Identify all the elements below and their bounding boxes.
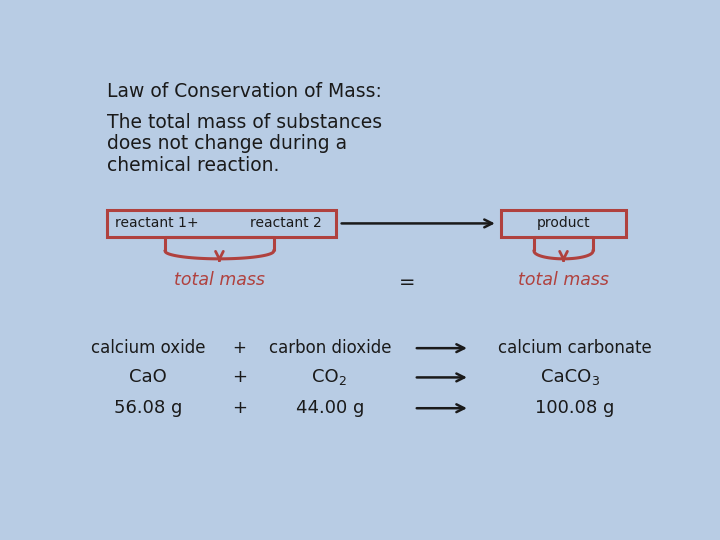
Text: +: + — [186, 217, 198, 231]
Text: reactant 2: reactant 2 — [251, 217, 322, 231]
Text: The total mass of substances: The total mass of substances — [107, 112, 382, 132]
Text: =: = — [399, 273, 415, 292]
Text: 56.08 g: 56.08 g — [114, 399, 182, 417]
Text: Law of Conservation of Mass:: Law of Conservation of Mass: — [107, 82, 382, 101]
Text: CaO: CaO — [130, 368, 167, 387]
Text: 44.00 g: 44.00 g — [296, 399, 364, 417]
Text: does not change during a: does not change during a — [107, 134, 347, 153]
Text: 100.08 g: 100.08 g — [535, 399, 614, 417]
Text: 2: 2 — [338, 375, 346, 388]
Text: chemical reaction.: chemical reaction. — [107, 156, 279, 174]
Text: +: + — [232, 368, 247, 387]
Text: total mass: total mass — [174, 271, 265, 289]
Text: calcium carbonate: calcium carbonate — [498, 339, 652, 357]
Text: CaCO: CaCO — [541, 368, 592, 387]
Text: +: + — [232, 399, 247, 417]
Text: total mass: total mass — [518, 271, 609, 289]
Text: product: product — [536, 217, 590, 231]
Text: carbon dioxide: carbon dioxide — [269, 339, 392, 357]
Bar — [500, 210, 626, 237]
Text: calcium oxide: calcium oxide — [91, 339, 205, 357]
Text: CO: CO — [312, 368, 338, 387]
Text: 3: 3 — [591, 375, 599, 388]
Bar — [107, 210, 336, 237]
Text: reactant 1: reactant 1 — [114, 217, 186, 231]
Text: +: + — [233, 339, 246, 357]
